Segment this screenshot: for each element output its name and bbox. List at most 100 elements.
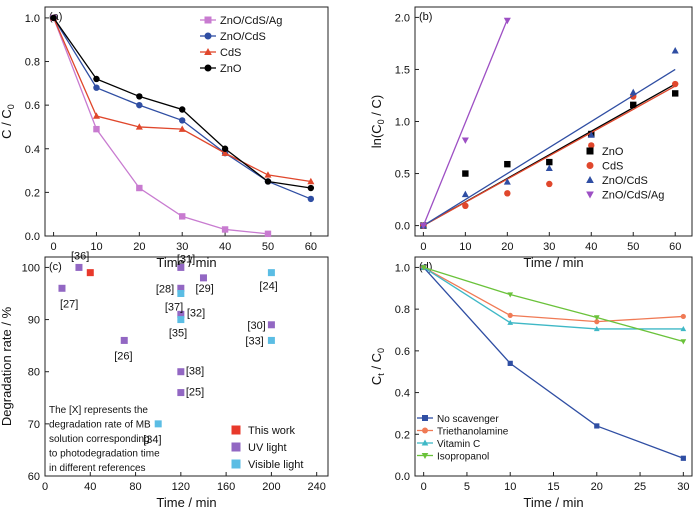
legend-label: ZnO/CdS [602, 175, 648, 187]
data-point [504, 160, 511, 168]
y-axis-label-text: / C) [369, 95, 384, 120]
y-tick-label: 0.6 [395, 346, 410, 358]
legend-label: ZnO [220, 63, 242, 75]
data-point [680, 325, 687, 332]
panel-label: (b) [419, 11, 432, 23]
legend-label: Isopropanol [437, 452, 489, 463]
series-2: [27] [36] [26] [31] [28] [32] [38] [25] [29] [30] [58, 250, 275, 399]
data-point [594, 423, 600, 429]
legend-swatch-marker [204, 47, 212, 55]
y-axis-label-text: ln(C [369, 124, 384, 148]
series-2 [421, 264, 686, 325]
series-4 [420, 265, 687, 345]
legend-label: CdS [602, 161, 623, 173]
x-tick-label: 15 [547, 481, 559, 493]
y-tick-label: 100 [22, 262, 40, 274]
data-point [593, 315, 600, 321]
data-point [504, 190, 511, 197]
x-tick-label: 10 [459, 241, 471, 253]
fit-line [423, 68, 676, 227]
data-point [264, 178, 272, 185]
legend-swatch-marker [421, 439, 429, 446]
y-tick-label: 0.4 [25, 144, 40, 156]
data-point [587, 131, 595, 138]
data-point [177, 310, 185, 318]
legend-label: No scavenger [437, 414, 499, 425]
legend-item: No scavenger [417, 414, 499, 425]
plot-frame [414, 6, 693, 237]
y-tick-label: 0.8 [395, 304, 410, 316]
reference-label: [32] [187, 307, 205, 319]
series-3 [50, 14, 315, 185]
data-point [546, 180, 553, 188]
reference-label: [37] [165, 302, 183, 314]
reference-label: [26] [114, 350, 132, 362]
legend-label: Triethanolamine [437, 427, 509, 438]
x-tick-label: 40 [84, 481, 96, 493]
x-tick-label: 20 [133, 241, 145, 253]
y-axis-label-subscript: 0 [376, 119, 386, 124]
data-point [177, 290, 185, 297]
data-point [588, 142, 595, 149]
legend-label: ZnO/CdS/Ag [602, 190, 664, 202]
x-tick-label: 20 [591, 481, 603, 493]
note-line: in different references [49, 463, 146, 474]
data-point [594, 319, 600, 325]
reference-label: [31] [177, 253, 195, 265]
data-point [546, 158, 553, 166]
y-axis-label-text: C / C [0, 109, 14, 139]
series-line [423, 266, 684, 459]
legend-label: ZnO/CdS/Ag [220, 15, 282, 27]
reference-label: [28] [156, 283, 174, 295]
x-tick-label: 30 [176, 241, 188, 253]
data-point [267, 321, 275, 329]
legend-label: UV light [248, 442, 287, 454]
data-point [267, 336, 275, 344]
legend-item: UV light [231, 442, 287, 454]
data-point [507, 360, 513, 366]
data-point [154, 420, 162, 428]
x-tick-label: 160 [217, 481, 235, 493]
reference-label: [29] [195, 283, 213, 295]
series-line [53, 17, 311, 189]
y-tick-label: 0.5 [395, 169, 410, 181]
y-tick-label: 0.8 [25, 57, 40, 69]
data-point [179, 117, 186, 124]
legend-label: ZnO [602, 146, 624, 158]
data-point [93, 75, 100, 83]
data-point [264, 230, 272, 238]
reference-label: [38] [186, 366, 204, 378]
data-point [136, 93, 143, 100]
data-point [58, 284, 66, 292]
reference-label: [33] [245, 335, 263, 347]
series-line [423, 266, 684, 330]
data-point [136, 101, 143, 109]
y-axis-label: Degradation rate / % [0, 306, 14, 426]
x-tick-label: 200 [262, 481, 280, 493]
x-tick-label: 30 [543, 241, 555, 253]
data-point [503, 178, 511, 185]
y-tick-label: 80 [28, 367, 40, 379]
data-point [307, 184, 315, 192]
x-tick-label: 60 [305, 241, 317, 253]
data-point [177, 316, 185, 324]
data-point [507, 312, 513, 318]
y-axis-label-text: C [369, 376, 384, 385]
legend-item: ZnO [200, 63, 242, 75]
legend-item: Visible light [231, 459, 303, 471]
legend-swatch-marker [586, 162, 594, 169]
data-point [221, 149, 229, 156]
legend-item: Isopropanol [417, 452, 489, 463]
note-line: to photodegradation time [49, 449, 160, 460]
x-tick-label: 5 [464, 481, 470, 493]
x-axis-label: Time / min [523, 255, 583, 270]
data-point [75, 263, 83, 271]
x-tick-label: 50 [262, 241, 274, 253]
plot-frame [44, 6, 329, 237]
data-point [92, 112, 100, 119]
reference-label: [25] [186, 387, 204, 399]
y-tick-label: 60 [28, 471, 40, 483]
fit-line [423, 85, 676, 227]
y-axis-label: ln(C0 / C) [369, 95, 386, 148]
